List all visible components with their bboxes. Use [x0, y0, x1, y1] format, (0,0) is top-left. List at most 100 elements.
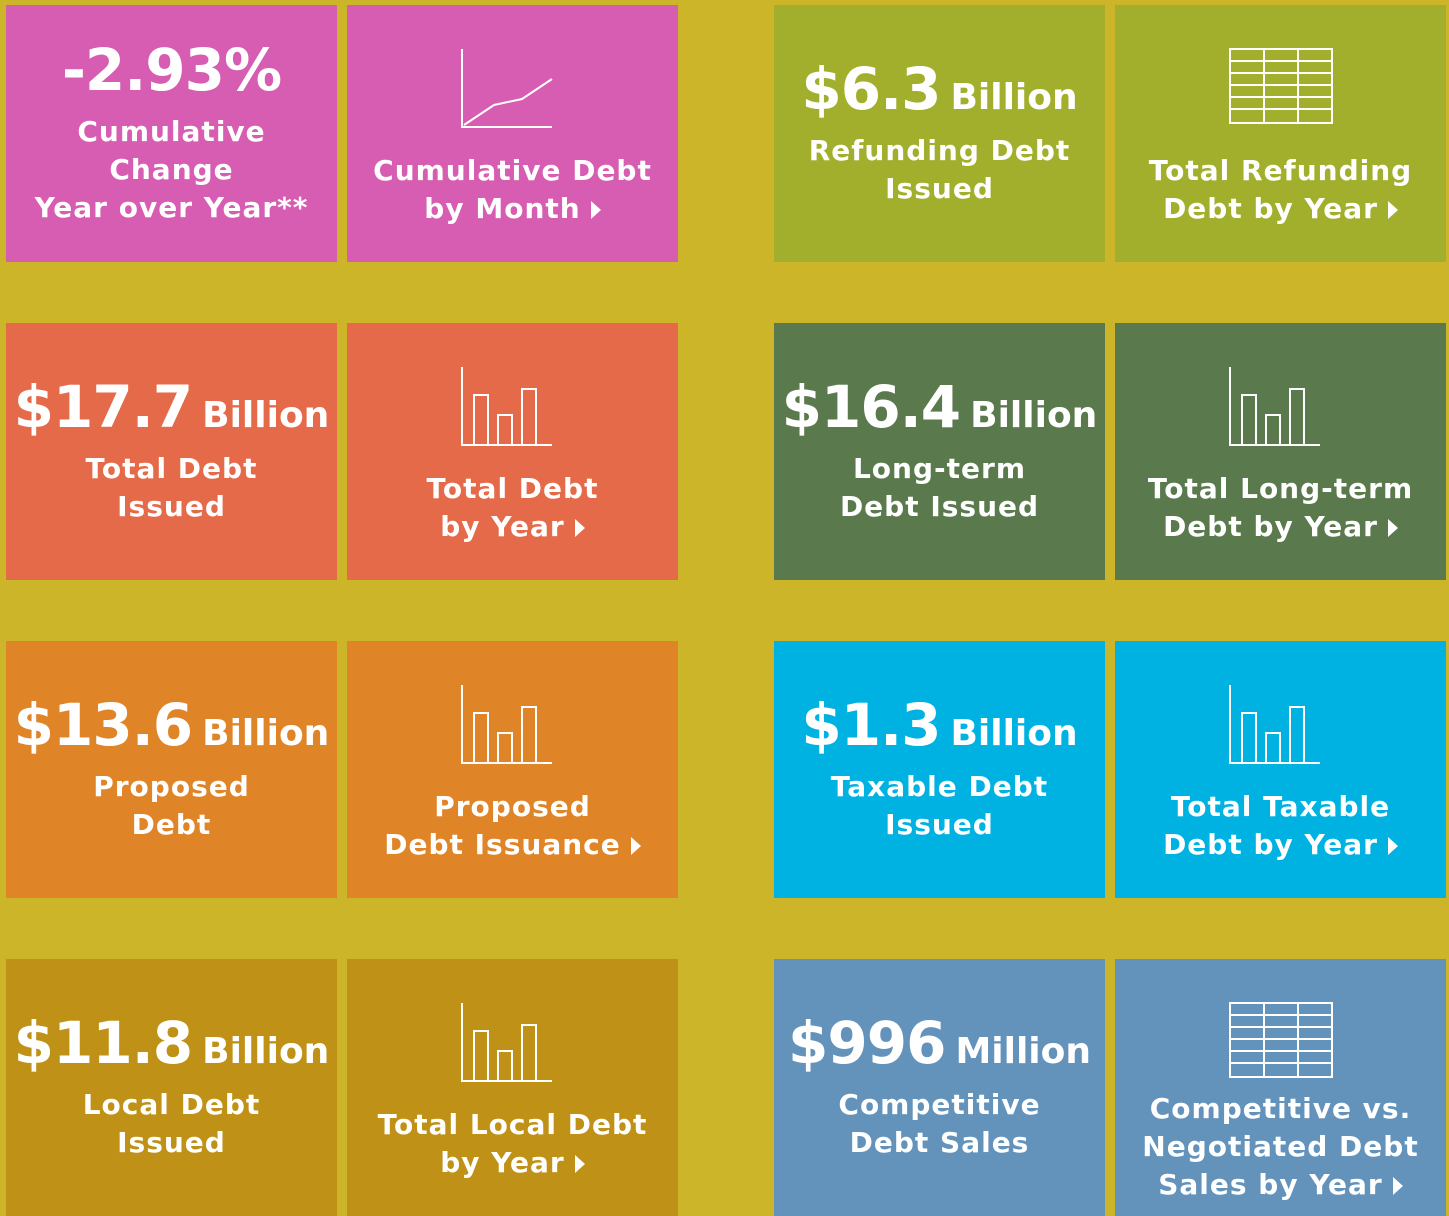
- bar-glyph: [472, 394, 489, 446]
- label: Total Refunding Debt by Year: [1149, 152, 1412, 228]
- label-line: by Month: [373, 190, 652, 228]
- label-line: Issued: [83, 1124, 261, 1162]
- arrow-glyph: [1392, 1177, 1403, 1195]
- arrow: [574, 1155, 585, 1173]
- label-line: Total Taxable: [1163, 788, 1398, 826]
- stat-value: $13.6 Billion: [14, 696, 330, 754]
- bar-glyph: [496, 414, 513, 446]
- label: Competitive Debt Sales: [838, 1086, 1040, 1162]
- axis: [460, 685, 552, 764]
- label-text: Debt by Year: [1163, 192, 1378, 225]
- label-text: Change: [109, 152, 234, 186]
- label-line: Total Local Debt: [378, 1106, 648, 1144]
- arrow-glyph: [630, 837, 641, 855]
- label: Total Local Debt by Year: [378, 1106, 648, 1182]
- label-text: by Year: [440, 510, 565, 543]
- arrow-glyph: [574, 519, 585, 537]
- link-tile[interactable]: Cumulative Debt by Month: [347, 5, 678, 262]
- label: Proposed Debt: [93, 768, 250, 844]
- label-text: Total Debt: [426, 472, 599, 505]
- icon: [460, 685, 552, 764]
- label-line: Cumulative Debt: [373, 152, 652, 190]
- value: $16.4: [781, 372, 961, 441]
- value: -2.93%: [61, 35, 282, 104]
- label-line: Issued: [809, 170, 1071, 208]
- bar-glyph: [1264, 414, 1281, 446]
- label-text: Debt by Year: [1163, 510, 1378, 543]
- label-text: Negotiated Debt: [1142, 1130, 1419, 1163]
- label-line: Debt: [93, 806, 250, 844]
- stat-tile: $11.8 Billion Local Debt Issued: [6, 959, 337, 1216]
- label-line: Debt Sales: [838, 1124, 1040, 1162]
- label-line: Year over Year**: [35, 189, 309, 227]
- arrow: [1392, 1177, 1403, 1195]
- unit: Billion: [202, 1030, 330, 1072]
- arrow-glyph: [1387, 201, 1398, 219]
- link-tile[interactable]: Total Local Debt by Year: [347, 959, 678, 1216]
- label-line: Change: [35, 151, 309, 189]
- arrow-glyph: [574, 1155, 585, 1173]
- icon: [1228, 48, 1333, 124]
- label-line: Debt Issuance: [384, 826, 641, 864]
- label-line: Total Debt: [86, 450, 258, 488]
- icon: [460, 49, 553, 128]
- stat-value: $17.7 Billion: [14, 378, 330, 436]
- value: $1.3: [801, 690, 941, 759]
- unit: Billion: [950, 76, 1078, 118]
- link-tile[interactable]: Proposed Debt Issuance: [347, 641, 678, 898]
- stat-value: -2.93%: [62, 41, 282, 99]
- label-text: Local Debt: [82, 1087, 261, 1121]
- label-text: Sales by Year: [1158, 1168, 1383, 1201]
- value: $17.7: [13, 372, 193, 441]
- label-line: by Year: [427, 508, 599, 546]
- label-line: Competitive vs.: [1142, 1090, 1418, 1128]
- bar-glyph: [496, 732, 513, 764]
- label-line: Sales by Year: [1142, 1166, 1418, 1204]
- stat-tile: $17.7 Billion Total Debt Issued: [6, 323, 337, 580]
- label-line: Debt by Year: [1163, 826, 1398, 864]
- bar-glyph: [520, 1024, 537, 1082]
- label-line: Debt by Year: [1148, 508, 1413, 546]
- label-line: Issued: [831, 806, 1048, 844]
- value: $13.6: [13, 690, 193, 759]
- bar-glyph: [1288, 706, 1305, 764]
- icon: [460, 1003, 552, 1082]
- link-tile[interactable]: Total Debt by Year: [347, 323, 678, 580]
- label-text: Debt Sales: [849, 1125, 1030, 1159]
- label-line: Cumulative: [35, 113, 309, 151]
- label: Total Debt by Year: [427, 470, 599, 546]
- icon: [1228, 367, 1320, 446]
- label-text: Issued: [885, 171, 994, 205]
- label-text: Total Taxable: [1170, 790, 1391, 823]
- link-tile[interactable]: Total Long-term Debt by Year: [1115, 323, 1446, 580]
- label-line: Long-term: [840, 450, 1039, 488]
- label-line: Debt by Year: [1149, 190, 1412, 228]
- bar-glyph: [1288, 388, 1305, 446]
- label-text: Year over Year**: [34, 190, 309, 224]
- unit: Billion: [202, 712, 330, 754]
- arrow-glyph: [1387, 519, 1398, 537]
- link-tile[interactable]: Total Taxable Debt by Year: [1115, 641, 1446, 898]
- label-text: Proposed: [93, 769, 250, 803]
- bar-glyph: [1240, 712, 1257, 764]
- label-text: Cumulative Debt: [373, 154, 652, 187]
- label-text: Issued: [885, 807, 994, 841]
- stat-tile: $6.3 Billion Refunding Debt Issued: [774, 5, 1105, 262]
- icon: [1228, 685, 1320, 764]
- axis: [1228, 685, 1320, 764]
- link-tile[interactable]: Total Refunding Debt by Year: [1115, 5, 1446, 262]
- label-text: Refunding Debt: [808, 133, 1071, 167]
- label-line: Local Debt: [83, 1086, 261, 1124]
- bar-glyph: [520, 706, 537, 764]
- icon: [460, 367, 552, 446]
- bar-glyph: [472, 712, 489, 764]
- arrow: [574, 519, 585, 537]
- label-text: Debt by Year: [1163, 828, 1378, 861]
- label-text: Long-term: [852, 451, 1027, 485]
- label: Cumulative Change Year over Year**: [35, 113, 309, 227]
- axis: [460, 1003, 552, 1082]
- label-line: Issued: [86, 488, 258, 526]
- arrow: [590, 201, 601, 219]
- link-tile[interactable]: Competitive vs. Negotiated Debt Sales by Y…: [1115, 959, 1446, 1216]
